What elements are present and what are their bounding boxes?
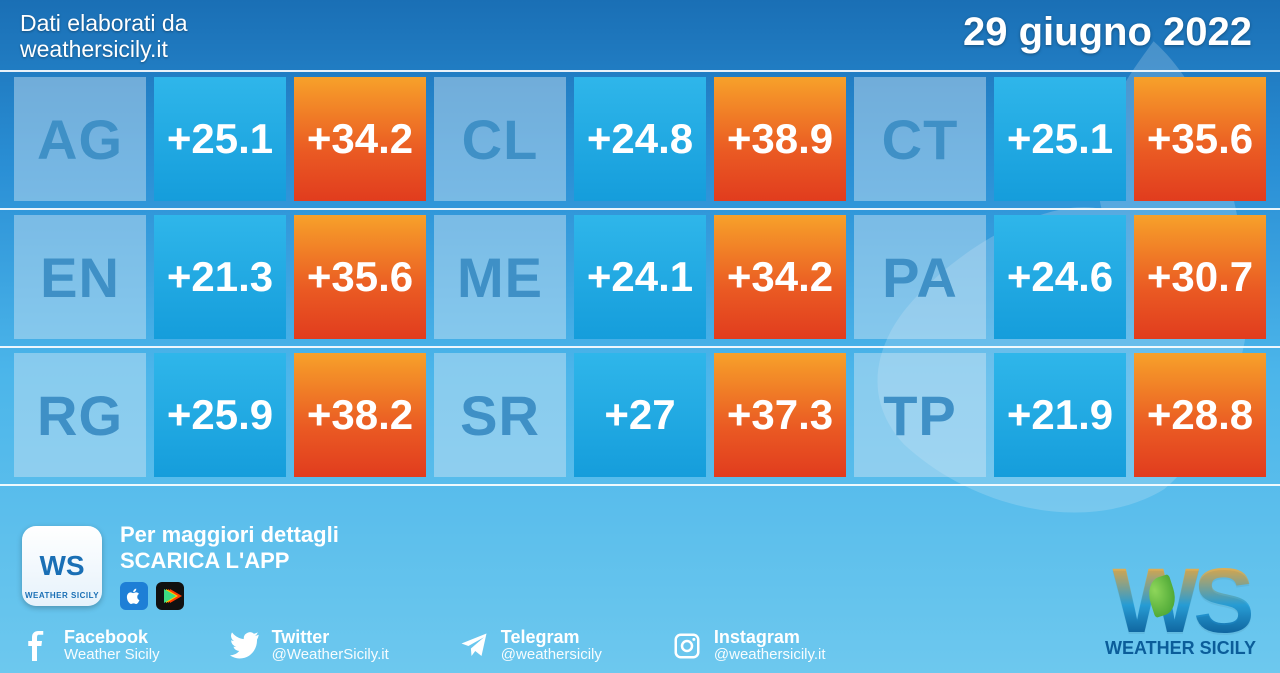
temp-max: +28.8 [1134,353,1266,477]
social-text: Instagram@weathersicily.it [714,628,826,663]
social-name: Facebook [64,628,160,647]
province-code: EN [14,215,146,339]
source-label: Dati elaborati da [20,10,188,36]
province-code: SR [434,353,566,477]
temp-min: +25.1 [154,77,286,201]
app-promo: WS WEATHER SICILY Per maggiori dettagli … [22,522,1258,611]
grid-row: RG+25.9+38.2SR+27+37.3TP+21.9+28.8 [0,348,1280,486]
facebook-icon [22,631,52,661]
temp-max: +34.2 [294,77,426,201]
appstore-icon [120,582,148,610]
brand-logo-text: WS [1105,562,1256,640]
social-name: Twitter [272,628,389,647]
temp-max: +38.2 [294,353,426,477]
temp-min: +25.9 [154,353,286,477]
app-badge-text: WS [39,550,84,582]
social-handle: @WeatherSicily.it [272,647,389,663]
temp-max: +35.6 [294,215,426,339]
social-text: Twitter@WeatherSicily.it [272,628,389,663]
app-line2: SCARICA L'APP [120,548,339,574]
source-site: weathersicily.it [20,36,188,62]
province-code: CL [434,77,566,201]
social-telegram: Telegram@weathersicily [459,628,602,663]
province-code: CT [854,77,986,201]
social-handle: @weathersicily.it [714,647,826,663]
temp-min: +21.3 [154,215,286,339]
province-code: TP [854,353,986,477]
social-name: Telegram [501,628,602,647]
social-text: Telegram@weathersicily [501,628,602,663]
instagram-icon [672,631,702,661]
temp-min: +24.6 [994,215,1126,339]
social-links: FacebookWeather Sicily Twitter@WeatherSic… [22,628,1258,663]
social-instagram: Instagram@weathersicily.it [672,628,826,663]
social-handle: Weather Sicily [64,647,160,663]
app-line1: Per maggiori dettagli [120,522,339,548]
temperature-grid: AG+25.1+34.2CL+24.8+38.9CT+25.1+35.6EN+2… [0,70,1280,486]
social-facebook: FacebookWeather Sicily [22,628,160,663]
footer: WS WEATHER SICILY Per maggiori dettagli … [0,508,1280,673]
brand-logo: WS WEATHER SICILY [1105,562,1256,659]
province-code: RG [14,353,146,477]
date: 29 giugno 2022 [963,10,1252,55]
twitter-icon [230,631,260,661]
playstore-icon [156,582,184,610]
header: Dati elaborati da weathersicily.it 29 gi… [0,0,1280,70]
temp-max: +35.6 [1134,77,1266,201]
store-icons [120,582,339,610]
app-promo-text: Per maggiori dettagli SCARICA L'APP [120,522,339,611]
temp-min: +21.9 [994,353,1126,477]
social-twitter: Twitter@WeatherSicily.it [230,628,389,663]
temp-max: +34.2 [714,215,846,339]
temp-max: +30.7 [1134,215,1266,339]
grid-row: EN+21.3+35.6ME+24.1+34.2PA+24.6+30.7 [0,210,1280,348]
brand-name: WEATHER SICILY [1105,638,1256,659]
province-code: AG [14,77,146,201]
grid-row: AG+25.1+34.2CL+24.8+38.9CT+25.1+35.6 [0,70,1280,210]
temp-min: +24.8 [574,77,706,201]
province-code: PA [854,215,986,339]
app-badge-sub: WEATHER SICILY [25,591,99,600]
temp-max: +38.9 [714,77,846,201]
app-badge-icon: WS WEATHER SICILY [22,526,102,606]
temp-min: +24.1 [574,215,706,339]
source-block: Dati elaborati da weathersicily.it [20,10,188,63]
temp-min: +25.1 [994,77,1126,201]
temp-max: +37.3 [714,353,846,477]
province-code: ME [434,215,566,339]
temp-min: +27 [574,353,706,477]
social-text: FacebookWeather Sicily [64,628,160,663]
social-handle: @weathersicily [501,647,602,663]
telegram-icon [459,631,489,661]
social-name: Instagram [714,628,826,647]
